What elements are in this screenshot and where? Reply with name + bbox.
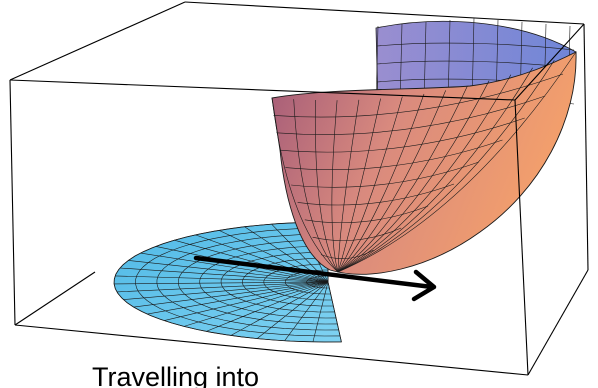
bowl-meridian-line [337, 99, 360, 273]
back-grid-line [376, 42, 575, 51]
polar-ring-line [199, 245, 337, 319]
bowl-meridian-line [337, 98, 381, 273]
bowl-latitude-line [285, 139, 503, 170]
bowl-meridian-line [337, 74, 512, 273]
bowl-latitude-line [312, 227, 402, 241]
bowl-latitude-line [304, 205, 429, 224]
bowl-latitude-line [291, 161, 479, 188]
polar-ring-line [306, 275, 330, 289]
bowl-meridian-line [337, 60, 555, 273]
bounding-box-back [9, 1, 585, 81]
polar-ring-line [242, 257, 334, 307]
caption: Travelling into [92, 362, 260, 388]
bounding-box-front [9, 23, 589, 376]
bowl-fill [271, 51, 577, 275]
polar-ring-line [177, 239, 338, 325]
bowl-meridian-line [337, 51, 577, 273]
polar-ring-line [156, 233, 339, 331]
bowl-meridian-line [337, 67, 533, 273]
bowl-meridian-line [331, 100, 339, 273]
bowl-meridian-line [293, 99, 339, 273]
polar-ring-line [220, 251, 335, 313]
bowl-latitude-line [273, 73, 564, 118]
bowl-meridian-line [337, 80, 490, 273]
bowl-latitude-line [297, 183, 455, 206]
polar-ring-line [113, 221, 342, 343]
bowl-latitude-line [320, 249, 374, 259]
bowl-meridian-line [337, 90, 446, 273]
bowl-meridian-line [337, 93, 425, 273]
polar-ring-line [135, 227, 341, 337]
polar-disk [113, 221, 342, 343]
bowl-meridian-line [337, 85, 468, 273]
paraboloid-surface [271, 51, 577, 275]
direction-arrow-icon [193, 255, 437, 302]
bowl-meridian-line [337, 96, 403, 273]
bowl-latitude-line [276, 95, 546, 135]
bowl-latitude-line [280, 117, 525, 153]
bowl-meridian-line [271, 97, 339, 273]
bowl-meridian-line [314, 99, 339, 273]
polar-ring-line [263, 263, 332, 301]
